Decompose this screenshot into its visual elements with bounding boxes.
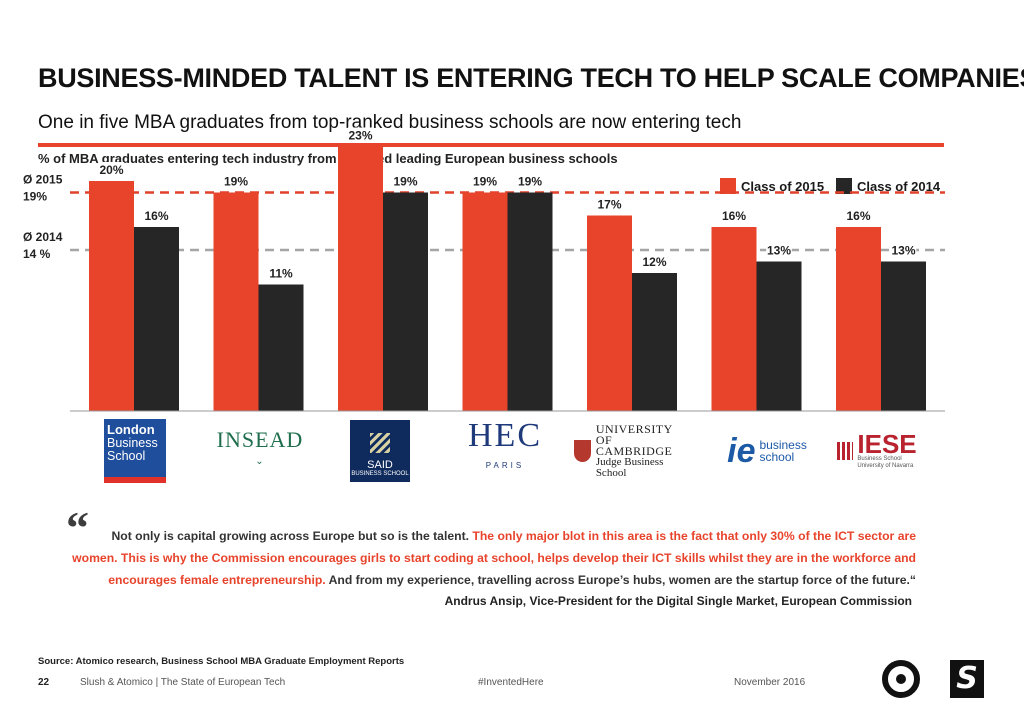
data-label-2014-5: 13% <box>767 244 791 258</box>
bar-chart: Ø 2015 19% Ø 2014 14 % 20% 16% 19% 11% 23% 19% 19%… <box>23 127 945 412</box>
logo-cambridge-judge: UNIVERSITY OF CAMBRIDGE Judge Business S… <box>574 418 690 484</box>
data-label-bg-0-3 <box>472 173 498 189</box>
bar-2015-6 <box>836 227 881 411</box>
data-label-bg-1-5 <box>766 242 792 258</box>
data-label-2014-6: 13% <box>891 244 915 258</box>
data-label-bg-1-3 <box>517 173 543 189</box>
data-label-bg-1-2 <box>392 173 419 189</box>
bar-2015-0 <box>89 181 134 411</box>
legend-label-2014: Class of 2014 <box>857 178 941 194</box>
bar-2015-2 <box>338 146 383 411</box>
said-emblem-icon <box>370 433 390 453</box>
data-label-bg-0-2 <box>347 127 374 143</box>
data-label-bg-1-4 <box>641 254 668 269</box>
data-label-bg-0-5 <box>721 208 747 223</box>
data-label-2015-0: 20% <box>99 163 123 177</box>
quote-attribution: Andrus Ansip, Vice-President for the Dig… <box>444 594 912 608</box>
title-divider <box>38 143 944 147</box>
data-label-2015-2: 23% <box>348 129 372 143</box>
bar-2014-4 <box>632 273 677 411</box>
source-note: Source: Atomico research, Business Schoo… <box>38 656 405 667</box>
bar-2014-1 <box>258 284 304 411</box>
data-label-2015-5: 16% <box>722 209 746 223</box>
data-label-2015-3: 19% <box>473 175 497 189</box>
publication-name: Slush & Atomico | The State of European … <box>80 677 286 688</box>
data-label-2015-1: 19% <box>224 175 248 189</box>
data-label-bg-1-1 <box>268 265 294 281</box>
data-label-2014-0: 16% <box>144 209 168 223</box>
quote-part-3: And from my experience, travelling acros… <box>325 573 916 587</box>
bar-2015-3 <box>462 192 508 411</box>
data-label-2015-6: 16% <box>846 209 870 223</box>
page-title: BUSINESS-MINDED TALENT IS ENTERING TECH … <box>38 63 1024 93</box>
bar-2015-4 <box>587 215 632 411</box>
data-label-2014-2: 19% <box>393 175 417 189</box>
chart-title: % of MBA graduates entering tech industr… <box>38 151 618 166</box>
logo-hec-paris: HEC PARIS <box>468 417 542 471</box>
logo-ie-business-school: ie business school <box>727 431 807 470</box>
data-label-2014-1: 11% <box>269 267 293 281</box>
bar-2014-2 <box>383 192 428 411</box>
cambridge-crest-icon <box>574 440 591 462</box>
bar-2014-3 <box>507 192 553 411</box>
atomico-logo-icon <box>882 660 920 698</box>
data-label-bg-0-6 <box>845 208 872 223</box>
logo-insead: INSEAD ⌄ <box>216 427 304 468</box>
reference-label-top-0: Ø 2015 <box>23 173 63 187</box>
reference-label-bottom-0: 19% <box>23 190 47 204</box>
page-subtitle: One in five MBA graduates from top-ranke… <box>38 112 742 133</box>
data-label-bg-1-0 <box>143 208 170 223</box>
bar-2014-5 <box>756 261 802 411</box>
slush-logo-icon: S <box>950 660 984 698</box>
quote-highlight: The only major blot in this area is the … <box>72 529 916 587</box>
publication-date: November 2016 <box>734 677 806 688</box>
bar-2014-6 <box>881 261 926 411</box>
legend-item-2014: Class of 2014 <box>836 178 940 194</box>
quote-mark-icon: “ <box>66 502 89 553</box>
data-label-bg-1-6 <box>890 242 917 258</box>
legend-item-2015: Class of 2015 <box>720 178 824 194</box>
logo-iese: IESE Business School University of Navar… <box>832 418 922 484</box>
logo-london-business-school: London Business School <box>100 418 170 484</box>
iese-crest-icon <box>837 442 854 460</box>
reference-label-top-1: Ø 2014 <box>23 230 63 244</box>
data-label-2015-4: 17% <box>597 198 621 212</box>
data-label-bg-0-0 <box>98 162 125 177</box>
data-label-2014-3: 19% <box>518 175 542 189</box>
reference-label-bottom-1: 14 % <box>23 247 51 261</box>
logo-said-business-school: SAID BUSINESS SCHOOL <box>345 418 415 484</box>
data-label-bg-0-4 <box>596 196 623 212</box>
quote-part-1: Not only is capital growing across Europ… <box>111 529 473 543</box>
bar-2014-0 <box>134 227 179 411</box>
legend-label-2015: Class of 2015 <box>741 178 825 194</box>
data-label-bg-0-1 <box>223 173 249 189</box>
legend-swatch-2014 <box>836 178 852 194</box>
legend-swatch-2015 <box>720 178 736 194</box>
data-label-2014-4: 12% <box>642 255 666 269</box>
hashtag: #InventedHere <box>478 677 544 688</box>
bar-2015-1 <box>213 192 259 411</box>
bar-2015-5 <box>711 227 757 411</box>
page-number: 22 <box>38 677 50 688</box>
quote-text: Not only is capital growing across Europ… <box>66 525 916 591</box>
